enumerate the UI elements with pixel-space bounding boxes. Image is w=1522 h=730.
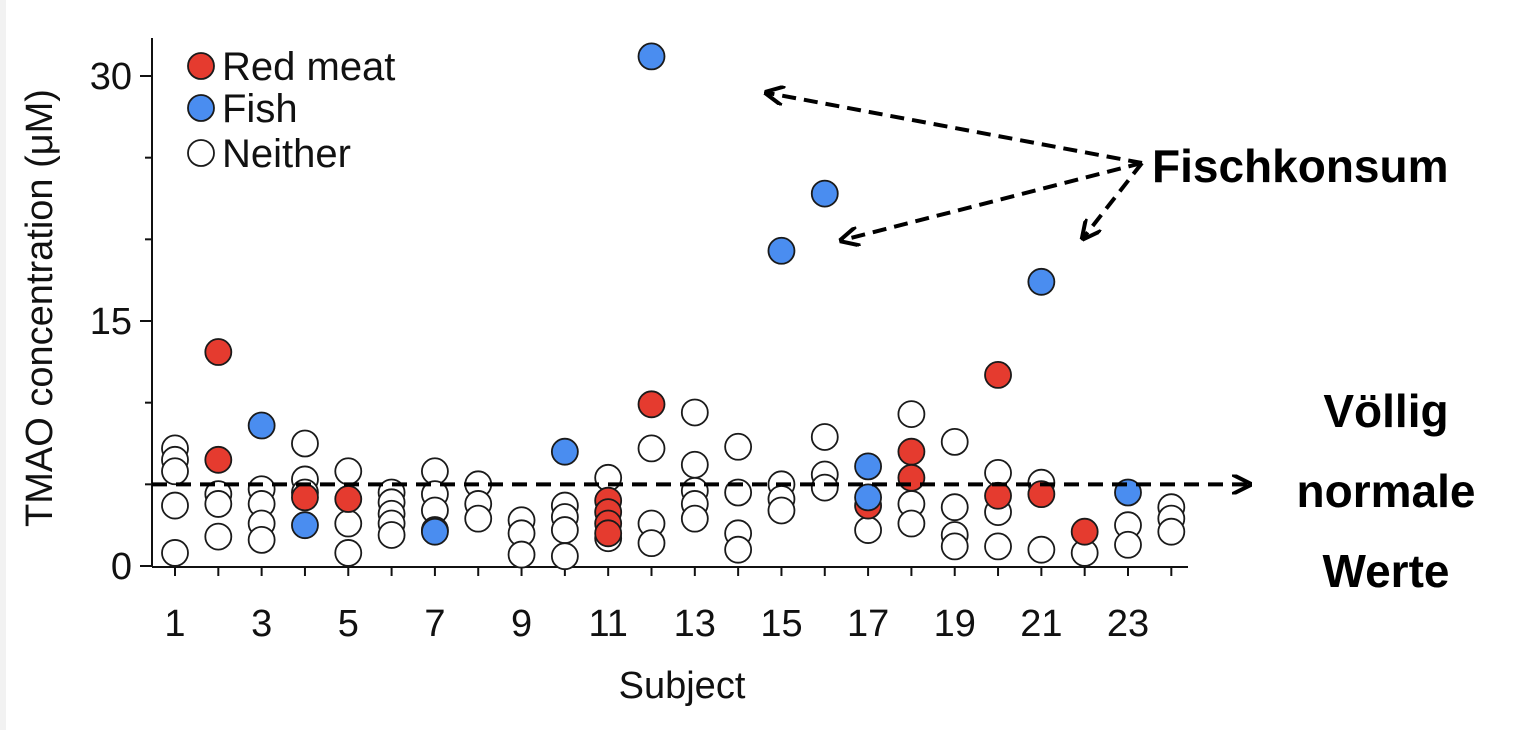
data-point-red <box>291 483 319 512</box>
data-point-fish <box>854 483 882 512</box>
legend-marker-red-meat <box>187 52 215 80</box>
data-point-neither <box>1157 517 1186 546</box>
legend: Red meat Fish Neither <box>187 45 395 176</box>
data-point-neither <box>550 516 579 544</box>
data-point-red <box>984 481 1012 510</box>
data-point-neither <box>940 532 969 561</box>
y-axis-ticks: 0 15 30 <box>90 56 152 588</box>
threshold-label-line-1: Völlig <box>1323 385 1448 437</box>
x-tick-label: 13 <box>674 603 716 645</box>
fish-arrow-1 <box>768 93 1143 165</box>
data-point-red <box>984 360 1012 389</box>
left-edge-strip <box>0 0 6 730</box>
fish-arrow-2 <box>843 161 1143 240</box>
data-point-neither <box>724 535 753 564</box>
data-points <box>161 42 1186 571</box>
data-point-red <box>897 437 926 466</box>
data-point-neither <box>1027 535 1056 564</box>
legend-label-fish: Fish <box>222 87 298 131</box>
x-tick-label: 5 <box>338 603 359 645</box>
data-point-neither <box>637 529 666 558</box>
data-point-red <box>1070 517 1099 546</box>
x-tick-label: 21 <box>1020 603 1062 645</box>
data-point-red <box>204 338 233 366</box>
data-point-fish <box>637 42 666 71</box>
data-point-neither <box>291 429 319 458</box>
legend-label-red-meat: Red meat <box>222 45 395 89</box>
x-tick-label: 15 <box>760 603 802 645</box>
y-tick-label: 0 <box>111 546 132 588</box>
data-point-neither <box>247 525 276 554</box>
x-tick-label: 7 <box>424 603 445 645</box>
x-tick-label: 1 <box>164 603 185 645</box>
data-point-neither <box>767 496 796 525</box>
data-point-fish <box>810 179 839 208</box>
legend-marker-neither <box>187 139 215 167</box>
x-tick-label: 9 <box>511 603 532 645</box>
data-point-neither <box>334 539 363 567</box>
data-point-neither <box>984 532 1012 561</box>
data-point-neither <box>897 509 926 538</box>
data-point-fish <box>550 437 579 466</box>
data-point-neither <box>204 490 233 518</box>
legend-label-neither: Neither <box>222 132 351 176</box>
data-point-neither <box>507 540 536 569</box>
data-point-neither <box>680 504 709 533</box>
data-point-neither <box>637 434 666 463</box>
data-point-neither <box>854 516 882 544</box>
y-tick-label: 15 <box>90 301 132 343</box>
x-tick-label: 11 <box>588 603 627 645</box>
data-point-neither <box>810 423 839 451</box>
data-point-neither <box>940 493 969 522</box>
data-point-red <box>637 390 666 419</box>
x-tick-label: 3 <box>251 603 272 645</box>
data-point-neither <box>810 473 839 502</box>
data-point-red <box>334 485 363 513</box>
x-tick-label: 19 <box>934 603 976 645</box>
data-point-neither <box>1114 530 1142 559</box>
data-point-neither <box>680 450 709 479</box>
x-axis-ticks: 1 3 5 7 9 11 13 15 17 19 21 23 <box>164 567 1173 645</box>
fish-consumption-label: Fischkonsum <box>1152 140 1449 192</box>
data-point-neither <box>940 427 969 456</box>
data-point-neither <box>680 398 709 427</box>
data-point-red <box>204 445 233 474</box>
fish-annotation-arrows <box>768 93 1144 240</box>
data-point-neither <box>161 457 189 486</box>
data-point-fish <box>854 452 882 481</box>
axes <box>151 38 1188 568</box>
data-point-red <box>1027 480 1056 509</box>
data-point-fish <box>247 411 276 440</box>
data-point-fish <box>421 517 449 546</box>
threshold-label-line-2: normale <box>1297 465 1476 517</box>
fish-arrow-3 <box>1084 161 1144 237</box>
y-axis-label: TMAO concentration (μM) <box>19 89 61 527</box>
x-tick-label: 17 <box>847 603 889 645</box>
data-point-neither <box>464 504 493 533</box>
data-point-neither <box>161 539 189 567</box>
data-point-neither <box>161 491 189 520</box>
data-point-red <box>897 463 926 492</box>
data-point-neither <box>334 457 363 486</box>
threshold-label-line-3: Werte <box>1323 545 1450 597</box>
data-point-neither <box>377 521 406 549</box>
data-point-neither <box>550 542 579 571</box>
data-point-fish <box>1027 267 1056 296</box>
x-axis-label: Subject <box>619 665 746 707</box>
data-point-fish <box>767 236 796 265</box>
data-point-fish <box>291 511 319 540</box>
data-point-neither <box>897 400 926 429</box>
data-point-neither <box>334 509 363 538</box>
data-point-neither <box>204 522 233 551</box>
y-tick-label: 30 <box>90 56 132 98</box>
data-point-red <box>594 519 623 548</box>
legend-marker-fish <box>187 94 215 122</box>
data-point-neither <box>724 432 753 461</box>
x-tick-label: 23 <box>1107 603 1149 645</box>
